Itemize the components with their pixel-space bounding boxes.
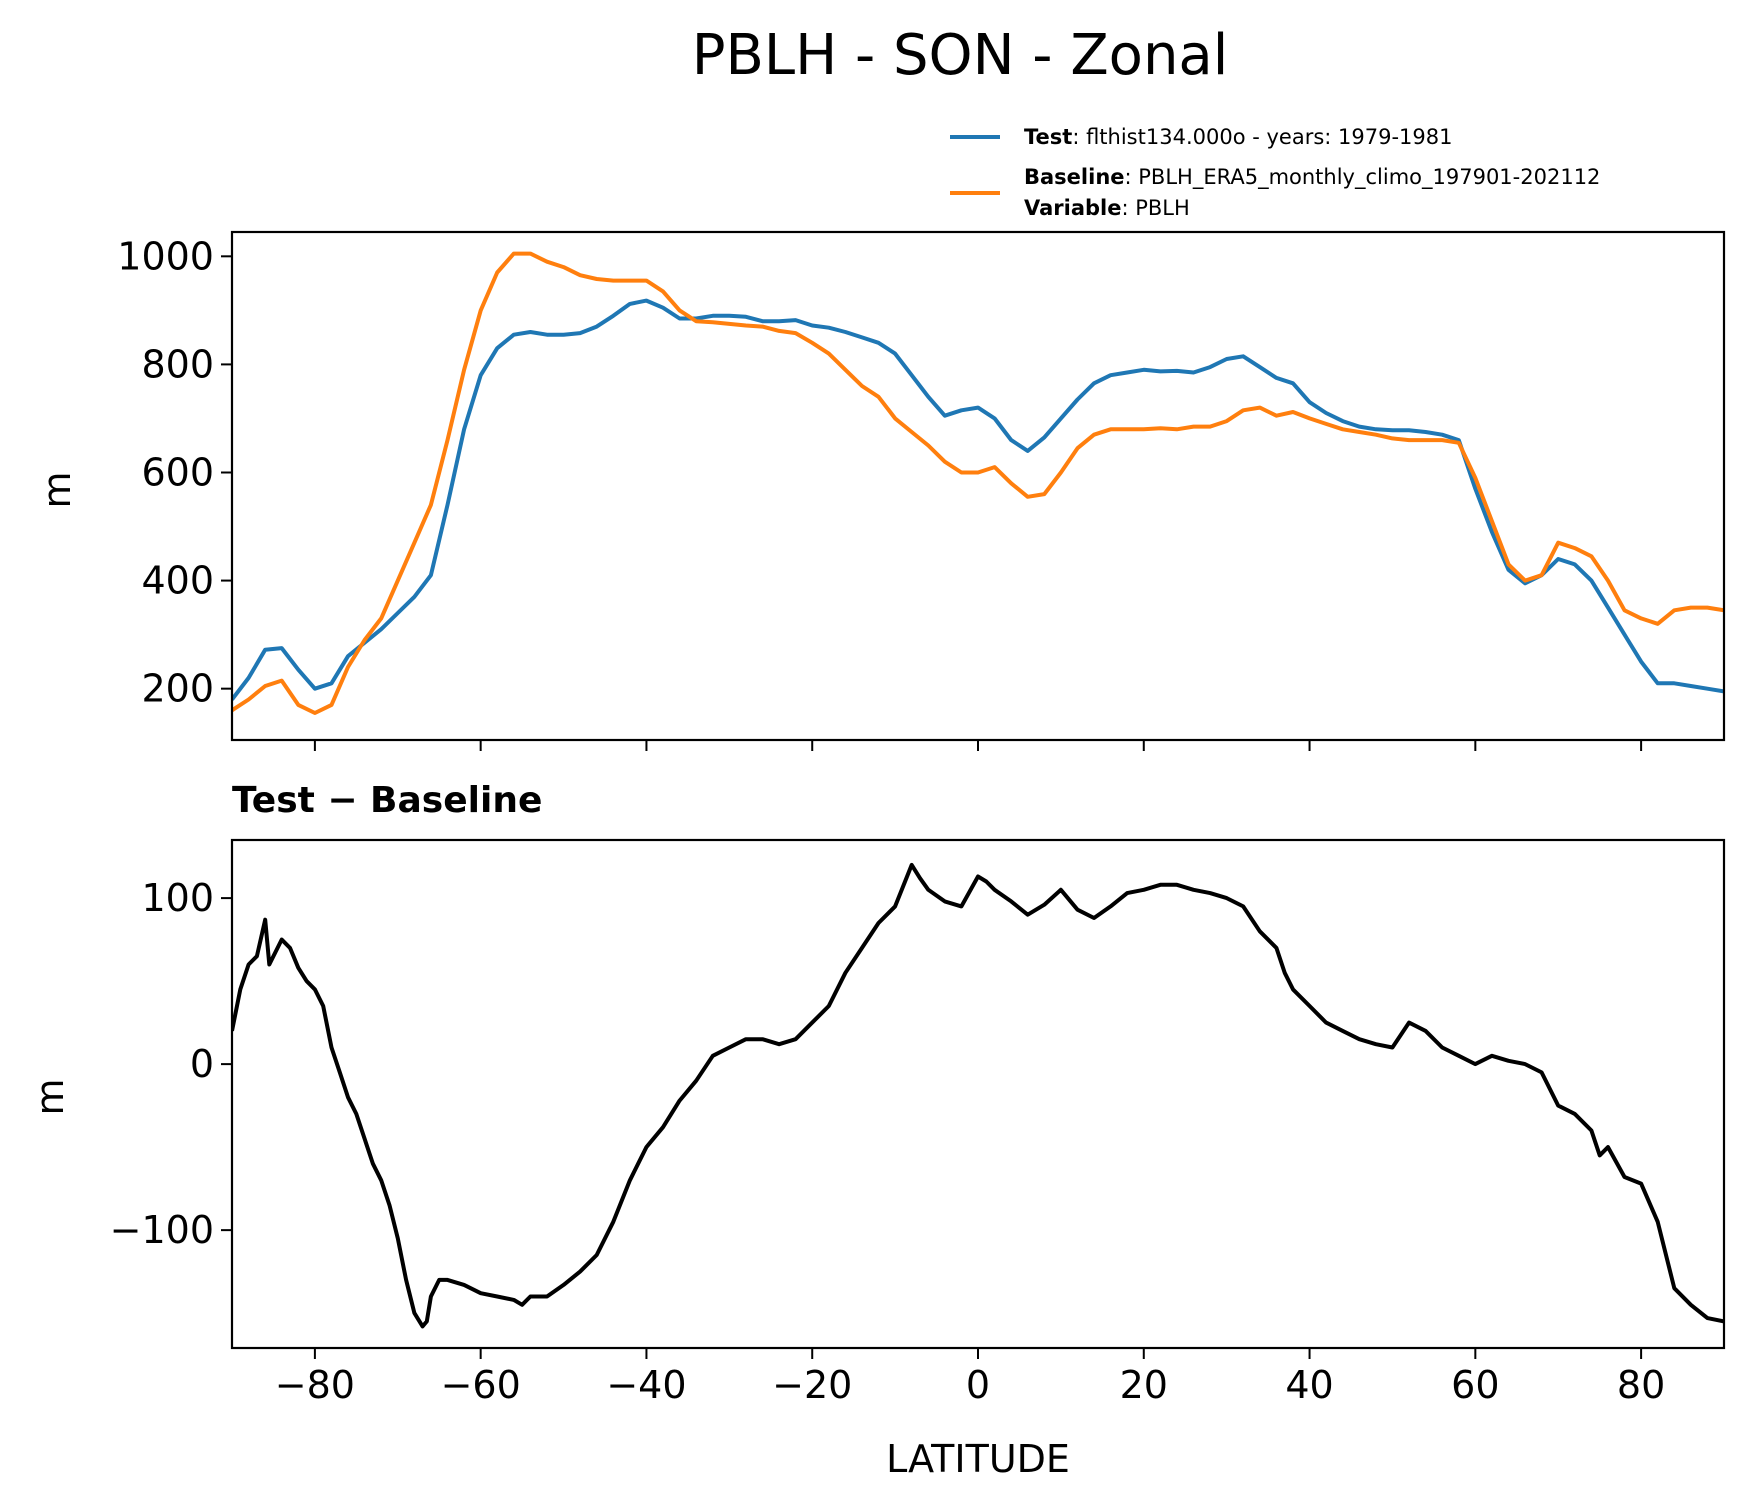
top-y-tick-label: 200 — [141, 667, 214, 711]
bottom-x-tick-label: −60 — [441, 1363, 521, 1407]
bottom-y-tick-label: −100 — [110, 1208, 214, 1252]
chart-title: PBLH - SON - Zonal — [692, 23, 1229, 88]
bottom-x-tick-label: 40 — [1285, 1363, 1333, 1407]
top-series-baseline-line — [232, 251, 1724, 715]
bottom-x-tick-label: −40 — [606, 1363, 686, 1407]
top-y-tick-label: 1000 — [117, 234, 214, 278]
legend-baseline-key: Baseline — [1024, 165, 1125, 189]
bottom-x-tick-label: −20 — [772, 1363, 852, 1407]
bottom-x-tick-label: −80 — [275, 1363, 355, 1407]
legend-baseline-text: : PBLH_ERA5_monthly_climo_197901-202112 — [1125, 165, 1601, 190]
bottom-y-axis-label: m — [28, 1078, 72, 1115]
bottom-x-tick-label: 60 — [1451, 1363, 1499, 1407]
legend-variable-label: Variable: PBLH — [1024, 196, 1190, 220]
bottom-panel: Test − Baseline m LATITUDE −80 −60 −40 −20 0… — [28, 780, 1726, 1481]
top-y-tick-label: 400 — [141, 559, 214, 603]
legend-test-key: Test — [1024, 125, 1072, 149]
bottom-y-tick-label: 100 — [141, 876, 214, 920]
top-panel: m 200 400 600 800 1000 — [35, 230, 1726, 751]
bottom-x-tick-label: 20 — [1120, 1363, 1168, 1407]
legend-baseline-label: Baseline: PBLH_ERA5_monthly_climo_197901… — [1024, 165, 1600, 190]
top-series-test-line — [232, 298, 1724, 701]
x-axis-label: LATITUDE — [886, 1437, 1070, 1481]
bottom-y-tick-label: 0 — [190, 1042, 214, 1086]
bottom-x-tick-label: 80 — [1617, 1363, 1665, 1407]
top-y-axis-label: m — [35, 471, 79, 508]
legend-variable-key: Variable — [1024, 196, 1121, 220]
bottom-subtitle: Test − Baseline — [232, 780, 542, 821]
legend: Test: flthist134.000o - years: 1979-1981… — [950, 125, 1600, 220]
top-axes-frame — [230, 230, 1726, 742]
legend-test-label: Test: flthist134.000o - years: 1979-1981 — [1024, 125, 1452, 149]
legend-variable-text: : PBLH — [1121, 196, 1189, 220]
bottom-axes-frame — [230, 838, 1726, 1350]
top-y-tick-label: 800 — [141, 342, 214, 386]
bottom-series-test-baseline-line — [232, 862, 1724, 1329]
top-y-tick-label: 600 — [141, 450, 214, 494]
legend-test-text: : flthist134.000o - years: 1979-1981 — [1072, 125, 1452, 149]
bottom-x-tick-label: 0 — [966, 1363, 990, 1407]
